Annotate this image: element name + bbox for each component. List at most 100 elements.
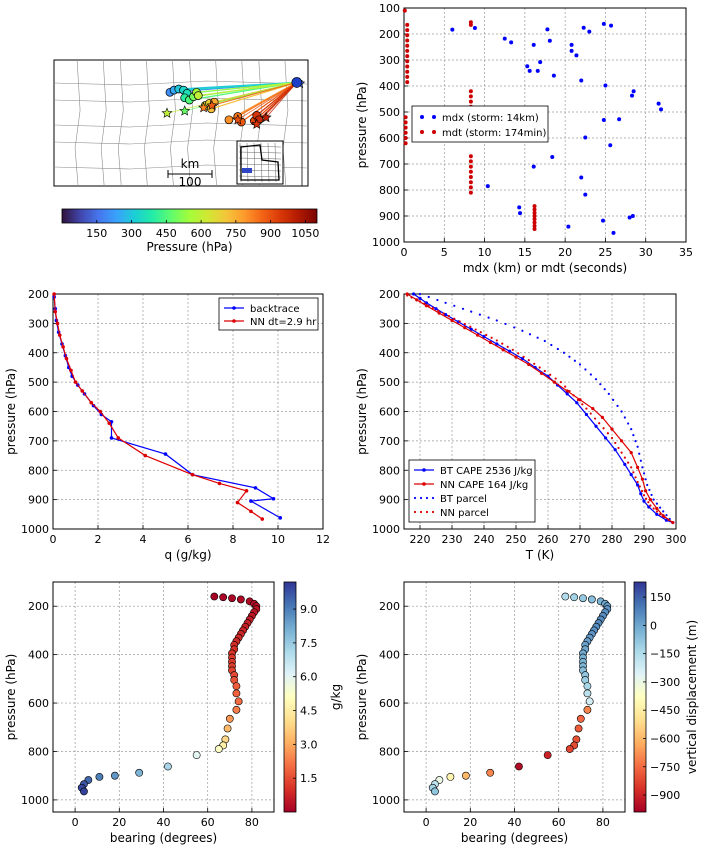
mdt-point — [532, 204, 537, 209]
bt-parcel-point — [478, 313, 482, 316]
bt-parcel-point — [453, 304, 456, 307]
nn-point — [61, 345, 65, 349]
mdx-point — [617, 117, 622, 122]
bt-parcel-point — [648, 488, 651, 492]
mdt-point — [468, 180, 473, 185]
bt-parcel-point — [418, 292, 422, 296]
bt-line-point — [520, 357, 525, 361]
colorbar-tick-label: 750 — [225, 227, 246, 240]
x-tick-label: 60 — [552, 816, 566, 829]
bearing-point — [486, 768, 495, 777]
bt-line-point — [664, 518, 669, 522]
nn-parcel-point — [652, 507, 655, 510]
legend-label: mdt (storm: 174min) — [442, 128, 547, 139]
nn-parcel-point — [533, 362, 536, 365]
bt-parcel-point — [638, 452, 641, 455]
mdx-point — [579, 78, 584, 83]
x-axis-label: q (g/kg) — [164, 548, 211, 562]
county-line — [117, 59, 124, 187]
county-line — [187, 59, 193, 187]
x-axis-label: bearing (degrees) — [461, 831, 568, 845]
x-tick-label: 250 — [506, 533, 527, 546]
nn-point — [143, 453, 148, 458]
y-tick-label: 200 — [28, 600, 49, 613]
backtrace-point — [278, 516, 283, 520]
mdx-point — [509, 40, 514, 45]
y-tick-label: 100 — [379, 2, 400, 15]
colorbar-tick-label: −150 — [650, 648, 680, 661]
y-tick-label: 1000 — [21, 523, 49, 536]
trajectory-ray — [237, 81, 298, 118]
nn-parcel-point — [581, 403, 584, 406]
colorbar-tick-label: 3.0 — [300, 738, 318, 751]
county-line — [53, 80, 309, 86]
parcel-star — [251, 118, 263, 129]
mdx-point — [601, 218, 606, 223]
nn-line-point — [671, 520, 675, 525]
nn-line-point — [591, 406, 595, 411]
x-tick-label: 5 — [441, 246, 448, 259]
county-line — [144, 59, 150, 187]
nn-parcel-point — [610, 436, 614, 440]
x-tick-label: 0 — [72, 816, 79, 829]
nn-line-point — [620, 439, 624, 443]
mdx-point — [631, 89, 636, 94]
bt-parcel-point — [620, 410, 623, 413]
bt-parcel-point — [644, 478, 647, 481]
mdt-point — [532, 217, 537, 222]
legend-marker — [232, 306, 236, 310]
mdx-point — [659, 107, 664, 112]
x-tick-label: 40 — [508, 816, 522, 829]
scale-value: 100 — [179, 175, 202, 189]
colorbar-tick-label: −900 — [650, 789, 680, 802]
nn-point — [235, 500, 240, 505]
nn-parcel-point — [642, 494, 646, 497]
trajectory-ray — [211, 81, 297, 110]
bt-parcel-point — [568, 355, 571, 358]
y-tick-label: 600 — [379, 406, 400, 419]
bt-parcel-point — [612, 398, 615, 401]
mdt-point — [532, 227, 537, 231]
nn-line-point — [501, 348, 505, 352]
bearing-point — [431, 787, 439, 796]
backtrace-point — [271, 496, 276, 501]
mdx-point — [472, 26, 477, 31]
nn-parcel-point — [538, 366, 541, 369]
y-tick-label: 300 — [379, 317, 400, 330]
mdx-point — [656, 101, 661, 106]
nn-parcel-point — [427, 304, 430, 308]
mdx-point — [601, 118, 606, 123]
legend-label: BT parcel — [440, 494, 487, 505]
y-tick-label: 900 — [379, 494, 400, 507]
bearing-point — [225, 714, 234, 723]
nn-parcel-point — [645, 497, 648, 500]
bt-line-point — [623, 462, 627, 466]
mdx-point — [583, 192, 588, 197]
colorbar-tick-label: 450 — [156, 227, 177, 240]
legend-marker — [431, 510, 435, 514]
nn-parcel-point — [501, 342, 504, 345]
bt-line-point — [508, 349, 512, 353]
mdt-point — [532, 210, 537, 215]
bt-line-point — [565, 392, 569, 396]
x-tick-label: 35 — [679, 246, 693, 259]
mdt-point — [402, 8, 407, 13]
y-tick-label: 1000 — [372, 523, 400, 536]
inset-county-line — [274, 142, 277, 183]
x-tick-label: 0 — [401, 246, 408, 259]
bearing-point — [585, 697, 594, 706]
bearing-point — [234, 697, 243, 706]
nn-line-point — [424, 304, 428, 308]
mdx-point — [601, 21, 606, 26]
nn-line-point — [488, 340, 492, 345]
trajectory-point — [193, 91, 203, 100]
colorbar-label: g/kg — [329, 684, 343, 710]
plot-frame — [403, 581, 626, 813]
bearing-point — [576, 714, 585, 723]
bt-line-point — [424, 301, 428, 305]
bt-parcel-point — [584, 368, 587, 371]
nn-parcel-point — [572, 394, 575, 397]
y-tick-label: 400 — [28, 649, 49, 662]
mdt-point — [532, 214, 537, 218]
mdx-point — [545, 27, 550, 32]
